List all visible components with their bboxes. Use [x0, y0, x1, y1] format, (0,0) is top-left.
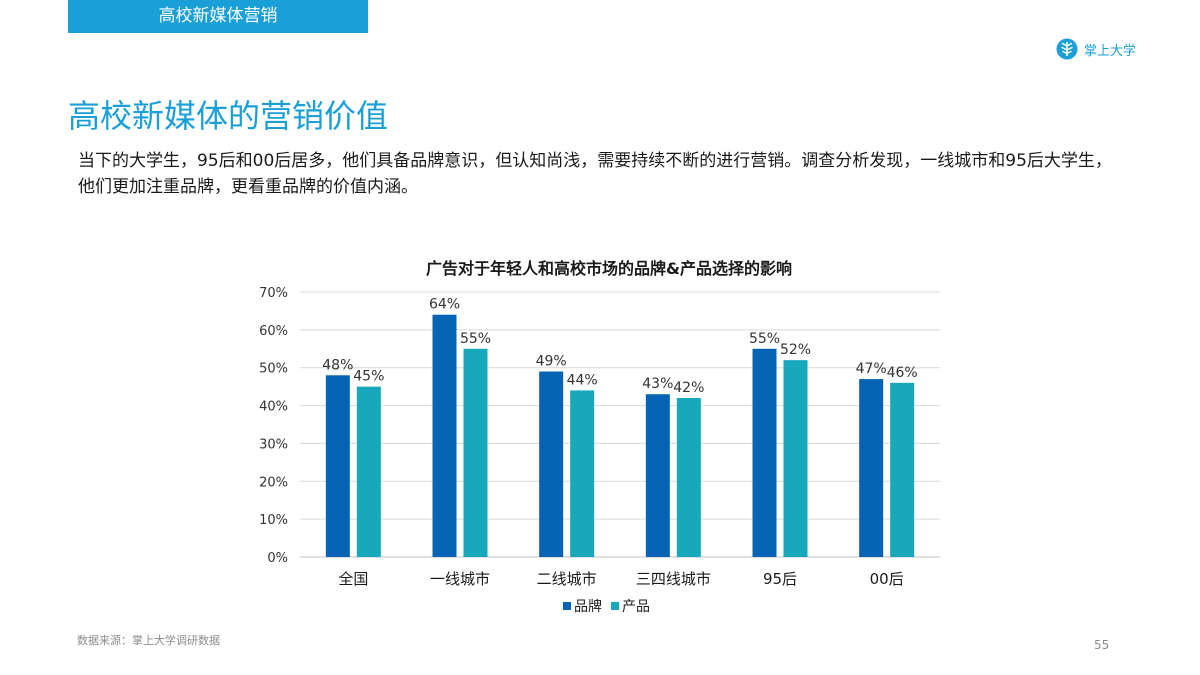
- brand-name: 掌上大学: [1084, 43, 1137, 59]
- data-label: 55%: [749, 331, 780, 347]
- legend-label: 品牌: [574, 598, 602, 615]
- bar-产品-00后: [890, 382, 915, 557]
- data-label: 49%: [536, 354, 567, 370]
- bar-产品-三四线城市: [676, 398, 701, 557]
- data-label: 44%: [567, 372, 598, 388]
- bar-品牌-00后: [859, 379, 884, 557]
- page-number: 55: [1094, 638, 1110, 652]
- y-tick-label: 60%: [259, 324, 288, 339]
- bar-产品-二线城市: [570, 390, 595, 557]
- data-label: 48%: [322, 357, 353, 373]
- y-tick-label: 30%: [259, 437, 288, 452]
- gridlines: [300, 291, 940, 558]
- bars: 48%45%64%55%49%44% 43% 42%55%52%47% 46%: [322, 297, 918, 557]
- bar-产品-95后: [783, 360, 808, 557]
- data-label: 45%: [353, 369, 384, 385]
- y-tick-label: 40%: [259, 400, 288, 415]
- data-label: 46%: [887, 365, 918, 381]
- legend-swatch: [611, 602, 619, 610]
- x-tick-label: 00后: [870, 570, 904, 588]
- page-title: 高校新媒体的营销价值: [68, 97, 389, 135]
- leaf-logo-icon: [1056, 38, 1078, 60]
- y-tick-label: 50%: [259, 362, 288, 377]
- bar-品牌-全国: [325, 375, 350, 557]
- section-tab: 高校新媒体营销: [68, 0, 368, 33]
- section-label: 高校新媒体营销: [158, 6, 278, 26]
- y-tick-label: 0%: [267, 551, 288, 566]
- data-label: 43%: [642, 376, 673, 392]
- x-tick-label: 95后: [763, 570, 797, 588]
- data-source-note: 数据来源：掌上大学调研数据: [77, 634, 220, 647]
- y-tick-label: 10%: [259, 513, 288, 528]
- chart-title: 广告对于年轻人和高校市场的品牌&产品选择的影响: [426, 259, 792, 278]
- legend-label: 产品: [622, 599, 650, 615]
- bar-品牌-一线城市: [432, 314, 457, 557]
- data-label: 64%: [429, 297, 460, 313]
- data-label: 52%: [780, 342, 811, 358]
- legend: 品牌 产品: [563, 598, 650, 615]
- brand: 掌上大学: [1056, 38, 1136, 60]
- data-label: 47%: [856, 361, 887, 377]
- x-axis-labels: 全国 一线城市 二线城市 三四线城市 95后 00后: [338, 570, 903, 588]
- x-tick-label: 一线城市: [430, 570, 490, 588]
- data-label: 42%: [673, 380, 704, 396]
- bar-产品-全国: [356, 386, 381, 557]
- bar-品牌-三四线城市: [645, 394, 670, 557]
- data-label: 55%: [460, 331, 491, 347]
- legend-swatch: [563, 602, 571, 610]
- y-axis-ticks: 0% 10% 20% 30% 40% 50% 60% 70%: [259, 286, 288, 566]
- bar-品牌-二线城市: [539, 371, 564, 557]
- x-tick-label: 全国: [338, 570, 368, 588]
- bar-产品-一线城市: [463, 348, 488, 557]
- y-tick-label: 20%: [259, 475, 288, 490]
- x-tick-label: 三四线城市: [636, 570, 711, 588]
- bar-品牌-95后: [752, 348, 777, 557]
- intro-paragraph: 当下的大学生，95后和00后居多，他们具备品牌意识，但认知尚浅，需要持续不断的进…: [78, 151, 1112, 197]
- y-tick-label: 70%: [259, 286, 288, 301]
- x-tick-label: 二线城市: [537, 570, 597, 588]
